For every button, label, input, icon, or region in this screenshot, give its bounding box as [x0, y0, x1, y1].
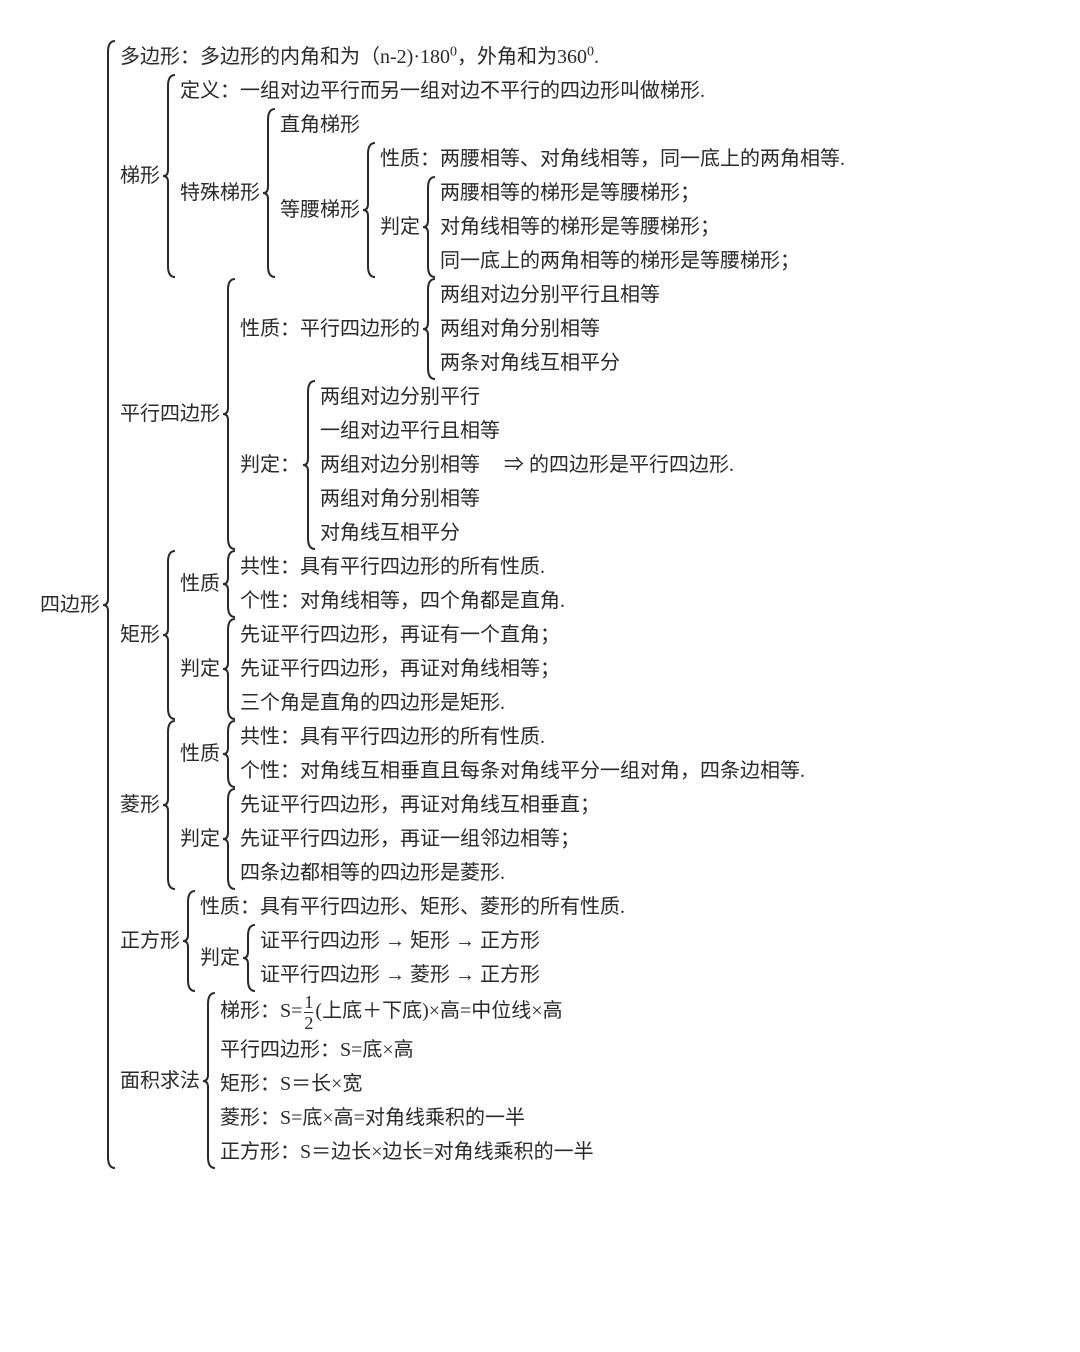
rhom-properties-node: 性质共性：具有平行四边形的所有性质.个性：对角线互相垂直且每条对角线平分一组对角… — [180, 720, 805, 788]
rect-prop-1: 个性：对角线相等，四个角都是直角. — [240, 584, 565, 618]
area-trapezoid: 梯形：S=12(上底＋下底)×高=中位线×高 — [220, 992, 594, 1033]
right-trapezoid: 直角梯形 — [280, 108, 845, 142]
trapezoid-label: 梯形 — [120, 160, 162, 192]
para-prop-2: 两条对角线互相平分 — [440, 346, 660, 380]
area-trap-suffix: (上底＋下底)×高=中位线×高 — [315, 1000, 562, 1022]
isosceles-det-1: 对角线相等的梯形是等腰梯形； — [440, 210, 800, 244]
rect-det-2: 三个角是直角的四边形是矩形. — [240, 686, 560, 720]
square-node: 正方形性质：具有平行四边形、矩形、菱形的所有性质.判定证平行四边形 → 矩形 →… — [120, 890, 845, 992]
sq-det-0: 证平行四边形 → 矩形 → 正方形 — [260, 924, 540, 958]
parallelogram-label: 平行四边形 — [120, 398, 222, 430]
rhom-prop-1: 个性：对角线互相垂直且每条对角线平分一组对角，四条边相等. — [240, 754, 805, 788]
rectangle-label: 矩形 — [120, 619, 162, 651]
para-det-1: 一组对边平行且相等 — [320, 414, 500, 448]
trapezoid-node: 梯形 定义：一组对边平行而另一组对边不平行的四边形叫做梯形. 特殊梯形 直角梯形等腰梯… — [120, 74, 845, 278]
special-trapezoid-node: 特殊梯形直角梯形等腰梯形性质：两腰相等、对角线相等，同一底上的两角相等.判定两腰… — [180, 108, 845, 278]
polygon-line: 多边形：多边形的内角和为（n-2)·1800，外角和为3600. — [120, 40, 845, 74]
rhom-det-1: 先证平行四边形，再证一组邻边相等； — [240, 822, 600, 856]
area-rhombus: 菱形：S=底×高=对角线乘积的一半 — [220, 1101, 594, 1135]
isosceles-determine-node: 判定两腰相等的梯形是等腰梯形；对角线相等的梯形是等腰梯形；同一底上的两角相等的梯… — [380, 176, 845, 278]
para-det-2: 两组对边分别相等 — [320, 448, 500, 482]
rhombus-node: 菱形性质共性：具有平行四边形的所有性质.个性：对角线互相垂直且每条对角线平分一组… — [120, 720, 845, 890]
rhom-det-2: 四条边都相等的四边形是菱形. — [240, 856, 600, 890]
root-node: 四边形 多边形：多边形的内角和为（n-2)·1800，外角和为3600. 梯形 定义：… — [40, 40, 1040, 1169]
area-trap-prefix: 梯形：S= — [220, 1000, 302, 1022]
rect-prop-label: 性质 — [180, 568, 222, 600]
rhom-determine-node: 判定先证平行四边形，再证对角线互相垂直；先证平行四边形，再证一组邻边相等；四条边… — [180, 788, 805, 890]
para-det-suffix: ⇒ 的四边形是平行四边形. — [500, 449, 736, 481]
isosceles-det-2: 同一底上的两角相等的梯形是等腰梯形； — [440, 244, 800, 278]
para-prop-prefix: 性质：平行四边形的 — [240, 313, 422, 345]
para-det-prefix: 判定： — [240, 449, 302, 481]
parallelogram-node: 平行四边形性质：平行四边形的两组对边分别平行且相等两组对角分别相等两条对角线互相… — [120, 278, 845, 550]
isosceles-node: 等腰梯形性质：两腰相等、对角线相等，同一底上的两角相等.判定两腰相等的梯形是等腰… — [280, 142, 845, 278]
area-rectangle: 矩形：S＝长×宽 — [220, 1067, 594, 1101]
rect-det-0: 先证平行四边形，再证有一个直角； — [240, 618, 560, 652]
para-det-4: 对角线互相平分 — [320, 516, 500, 550]
rhom-det-label: 判定 — [180, 823, 222, 855]
area-label: 面积求法 — [120, 1065, 202, 1097]
square-label: 正方形 — [120, 925, 182, 957]
rect-prop-0: 共性：具有平行四边形的所有性质. — [240, 550, 565, 584]
rect-det-1: 先证平行四边形，再证对角线相等； — [240, 652, 560, 686]
root-label: 四边形 — [40, 589, 102, 621]
rhom-det-0: 先证平行四边形，再证对角线互相垂直； — [240, 788, 600, 822]
rhombus-label: 菱形 — [120, 789, 162, 821]
area-square: 正方形：S＝边长×边长=对角线乘积的一半 — [220, 1135, 594, 1169]
isosceles-det-0: 两腰相等的梯形是等腰梯形； — [440, 176, 800, 210]
rectangle-node: 矩形性质共性：具有平行四边形的所有性质.个性：对角线相等，四个角都是直角.判定先… — [120, 550, 845, 720]
sq-det-label: 判定 — [200, 942, 242, 974]
area-node: 面积求法梯形：S=12(上底＋下底)×高=中位线×高平行四边形：S=底×高矩形：… — [120, 992, 845, 1169]
sq-determine-node: 判定证平行四边形 → 矩形 → 正方形证平行四边形 → 菱形 → 正方形 — [200, 924, 625, 992]
isosceles-label: 等腰梯形 — [280, 194, 362, 226]
para-determine-wrap: 判定： 两组对边分别平行一组对边平行且相等两组对边分别相等两组对角分别相等对角线互… — [240, 380, 736, 550]
para-properties-node: 性质：平行四边形的两组对边分别平行且相等两组对角分别相等两条对角线互相平分 — [240, 278, 736, 380]
rhom-prop-label: 性质 — [180, 738, 222, 770]
trapezoid-definition: 定义：一组对边平行而另一组对边不平行的四边形叫做梯形. — [180, 74, 845, 108]
rect-determine-node: 判定先证平行四边形，再证有一个直角；先证平行四边形，再证对角线相等；三个角是直角… — [180, 618, 565, 720]
isosceles-determine-label: 判定 — [380, 211, 422, 243]
rhom-prop-0: 共性：具有平行四边形的所有性质. — [240, 720, 805, 754]
sq-det-1: 证平行四边形 → 菱形 → 正方形 — [260, 958, 540, 992]
rect-det-label: 判定 — [180, 653, 222, 685]
rect-properties-node: 性质共性：具有平行四边形的所有性质.个性：对角线相等，四个角都是直角. — [180, 550, 565, 618]
para-prop-0: 两组对边分别平行且相等 — [440, 278, 660, 312]
square-property: 性质：具有平行四边形、矩形、菱形的所有性质. — [200, 890, 625, 924]
para-det-3: 两组对角分别相等 — [320, 482, 500, 516]
area-parallelogram: 平行四边形：S=底×高 — [220, 1033, 594, 1067]
special-trapezoid-label: 特殊梯形 — [180, 177, 262, 209]
isosceles-property: 性质：两腰相等、对角线相等，同一底上的两角相等. — [380, 142, 845, 176]
para-prop-1: 两组对角分别相等 — [440, 312, 660, 346]
para-det-0: 两组对边分别平行 — [320, 380, 500, 414]
